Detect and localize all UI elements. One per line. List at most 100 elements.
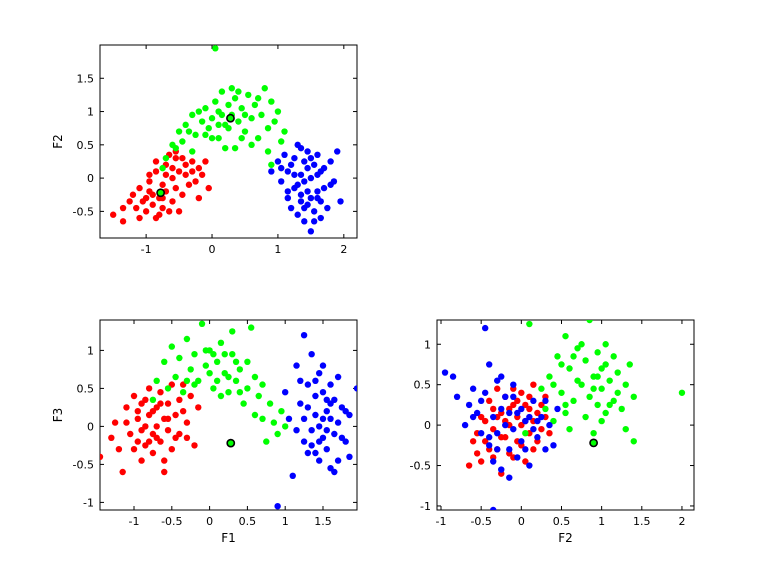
- red-data-point: [538, 425, 545, 433]
- scatter-plot-1: -1 0 1 2 -0.5 0 0.5 1 1.5 F2: [51, 44, 358, 256]
- red-data-point: [477, 413, 485, 421]
- blue-data-point: [297, 377, 304, 384]
- blue-data-point: [490, 413, 497, 421]
- x-tick-label: 0: [206, 515, 213, 528]
- green-data-point: [264, 148, 272, 155]
- red-data-point: [100, 453, 104, 460]
- green-data-point: [594, 401, 601, 409]
- red-data-point: [161, 468, 168, 476]
- blue-data-point: [307, 154, 315, 162]
- green-data-point: [210, 385, 217, 392]
- red-data-point: [162, 171, 170, 178]
- green-data-point: [213, 358, 221, 365]
- blue-data-point: [538, 413, 545, 421]
- blue-data-point: [522, 446, 529, 453]
- blue-data-point: [314, 188, 321, 195]
- blue-data-point: [327, 415, 334, 422]
- red-data-point: [142, 396, 149, 403]
- green-data-point: [558, 361, 565, 368]
- green-data-point: [586, 320, 593, 324]
- green-data-point: [622, 381, 629, 388]
- red-data-point: [192, 178, 199, 185]
- blue-data-point: [490, 506, 497, 510]
- x-tick-label: 0.5: [553, 515, 571, 528]
- blue-data-point: [310, 208, 318, 215]
- green-data-point: [217, 392, 225, 400]
- green-data-point: [259, 381, 266, 388]
- scatter-plot-2: -1 -0.5 0 0.5 1 1.5 -1 -0.5 0 0.5 1 F1 F3: [51, 319, 358, 545]
- blue-data-point: [334, 373, 342, 381]
- green-data-point: [225, 389, 232, 396]
- blue-data-point: [481, 324, 489, 332]
- blue-data-point: [308, 351, 315, 358]
- green-data-point: [240, 400, 247, 407]
- green-data-point: [153, 377, 160, 384]
- red-data-point: [546, 429, 553, 437]
- red-data-point: [119, 218, 127, 225]
- blue-data-point: [494, 446, 501, 453]
- blue-data-point: [554, 405, 561, 413]
- green-data-point: [238, 134, 245, 142]
- red-data-point: [182, 161, 189, 168]
- blue-data-point: [320, 184, 328, 192]
- blue-data-point: [319, 362, 327, 369]
- red-data-point: [498, 434, 505, 441]
- blue-data-point: [312, 377, 319, 384]
- blue-data-point: [304, 188, 311, 195]
- red-data-point: [130, 446, 138, 453]
- green-data-point: [602, 361, 609, 368]
- red-data-point: [159, 181, 166, 188]
- blue-data-point: [331, 468, 338, 476]
- green-data-point: [191, 381, 198, 388]
- red-data-point: [481, 417, 489, 425]
- red-data-point: [149, 449, 157, 457]
- red-data-point: [191, 442, 198, 449]
- green-data-point: [266, 400, 274, 407]
- green-data-point: [208, 134, 216, 142]
- green-data-point: [229, 328, 236, 335]
- blue-data-point: [494, 377, 501, 384]
- blue-data-point: [293, 362, 300, 369]
- y-tick-label: 1: [87, 344, 94, 357]
- green-data-point: [225, 373, 232, 381]
- green-data-point: [278, 408, 285, 415]
- green-data-point: [172, 144, 179, 152]
- y-tick-label: 1: [424, 338, 431, 351]
- red-data-point: [145, 385, 153, 392]
- x-tick-label: 0: [518, 515, 525, 528]
- green-data-point: [270, 419, 278, 426]
- points-layer: [441, 320, 686, 510]
- green-data-point: [271, 118, 278, 125]
- red-data-point: [205, 184, 212, 192]
- blue-data-point: [498, 405, 505, 413]
- axes-frame: [99, 319, 358, 511]
- red-data-point: [152, 158, 160, 165]
- red-data-point: [134, 438, 141, 445]
- green-data-point: [244, 385, 251, 392]
- green-data-point: [179, 389, 187, 396]
- green-data-point: [218, 88, 226, 95]
- blue-data-point: [300, 415, 308, 422]
- green-data-point: [183, 377, 191, 384]
- points-layer: [100, 320, 357, 510]
- axes-frame: [99, 44, 358, 239]
- blue-data-point: [284, 168, 292, 175]
- green-data-point: [590, 429, 597, 437]
- red-data-point: [202, 158, 209, 165]
- red-data-point: [172, 411, 179, 419]
- green-data-point: [229, 351, 236, 358]
- blue-data-point: [530, 425, 537, 433]
- green-data-point: [251, 411, 259, 419]
- green-data-point: [594, 349, 601, 356]
- cluster-center-marker: [156, 188, 166, 198]
- red-data-point: [183, 434, 191, 441]
- green-data-point: [614, 369, 621, 376]
- red-data-point: [108, 434, 115, 441]
- blue-data-point: [469, 385, 477, 392]
- x-tick-label: -0.5: [161, 515, 182, 528]
- blue-data-point: [486, 361, 493, 368]
- red-data-point: [165, 208, 173, 215]
- green-data-point: [248, 141, 255, 149]
- blue-data-point: [301, 158, 308, 165]
- red-data-point: [157, 389, 164, 396]
